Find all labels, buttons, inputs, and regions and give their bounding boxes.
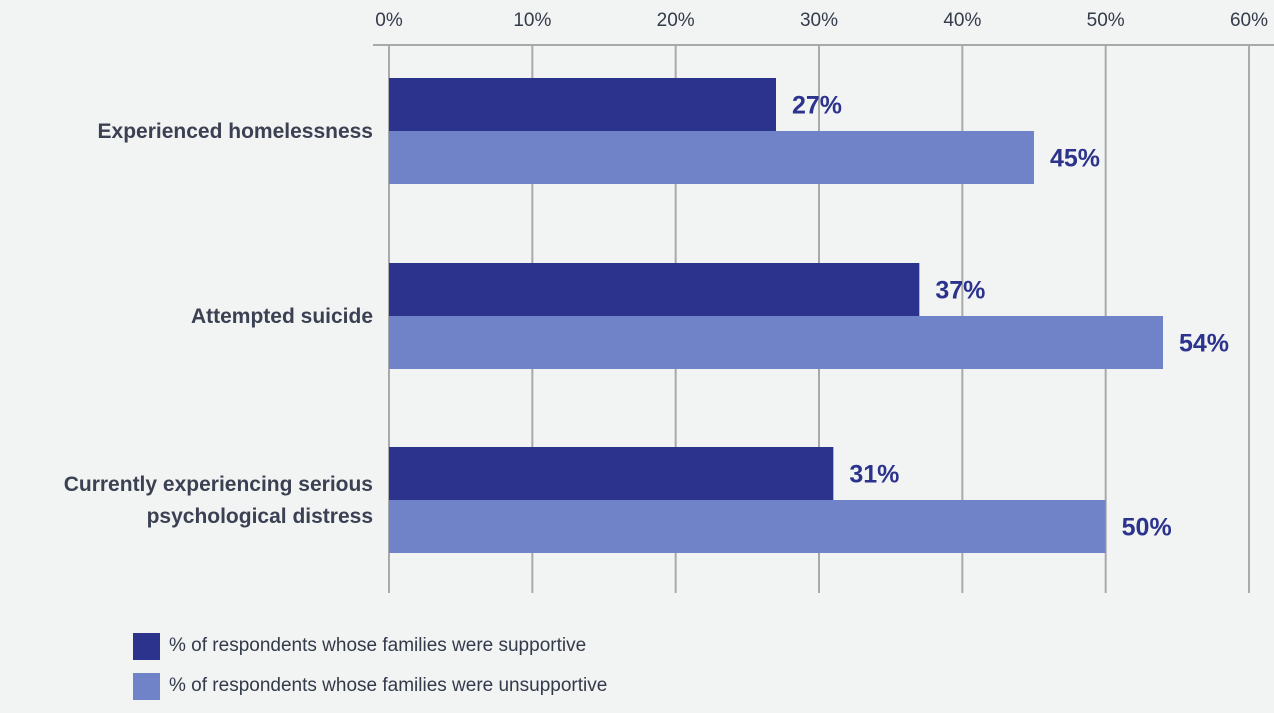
legend-label-unsupportive: % of respondents whose families were uns… xyxy=(169,675,608,696)
x-tick-label: 40% xyxy=(943,10,981,31)
legend-swatch-supportive xyxy=(133,632,160,660)
legend-item-supportive: % of respondents whose families were sup… xyxy=(133,632,607,660)
bars xyxy=(389,78,1163,553)
x-tick-label: 30% xyxy=(800,10,838,31)
x-tick-label: 50% xyxy=(1087,10,1125,31)
legend-item-unsupportive: % of respondents whose families were uns… xyxy=(133,672,608,700)
category-label: Attempted suicide xyxy=(191,305,373,328)
bar xyxy=(389,316,1163,369)
bar-chart: 0% 10% 20% 30% 40% 50% 60% Experienced homeles… xyxy=(64,10,1274,593)
x-tick-label: 60% xyxy=(1230,10,1268,31)
value-label: 37% xyxy=(935,277,985,305)
value-label: 31% xyxy=(849,461,899,489)
labels: Experienced homelessness Attempted suicid… xyxy=(64,92,1229,542)
bar xyxy=(389,500,1106,553)
legend: % of respondents whose families were sup… xyxy=(133,632,608,713)
category-label: Experienced homelessness xyxy=(98,120,373,143)
category-label: Currently experiencing serious xyxy=(64,473,373,496)
value-label: 54% xyxy=(1179,330,1229,358)
legend-label-supportive: % of respondents whose families were sup… xyxy=(169,635,587,656)
value-label: 50% xyxy=(1122,514,1172,542)
x-tick-label: 10% xyxy=(513,10,551,31)
bar xyxy=(389,447,834,500)
x-tick-label: 0% xyxy=(375,10,403,31)
x-axis-ticks: 0% 10% 20% 30% 40% 50% 60% xyxy=(375,10,1268,31)
bar xyxy=(389,131,1034,184)
value-label: 27% xyxy=(792,92,842,120)
bar xyxy=(389,78,776,131)
bar xyxy=(389,263,920,316)
legend-swatch-unsupportive xyxy=(133,672,160,700)
value-label: 45% xyxy=(1050,145,1100,173)
category-label: psychological distress xyxy=(147,505,373,528)
x-tick-label: 20% xyxy=(657,10,695,31)
